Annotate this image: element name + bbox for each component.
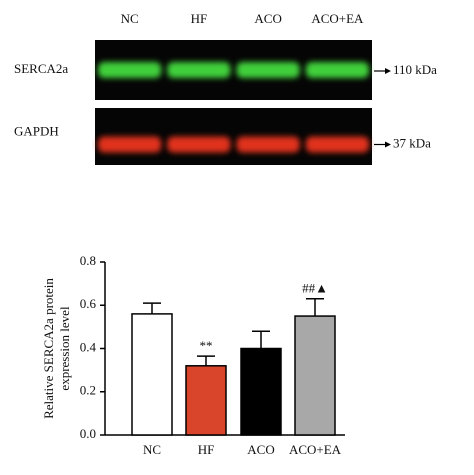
error-bar xyxy=(306,298,324,317)
significance-label: ** xyxy=(200,338,213,353)
significance-label: ##▲ xyxy=(302,281,328,296)
band xyxy=(236,136,300,153)
band xyxy=(305,62,369,78)
lane-label: HF xyxy=(191,11,208,26)
error-bar xyxy=(143,302,161,314)
lane-label: ACO+EA xyxy=(311,11,364,26)
y-tick-label: 0.8 xyxy=(80,253,96,268)
error-bar xyxy=(197,355,215,366)
y-tick-label: 0.0 xyxy=(80,426,96,441)
size-label: 37 kDa xyxy=(393,135,431,150)
x-tick-label: ACO+EA xyxy=(289,442,342,457)
x-tick-label: ACO xyxy=(247,442,274,457)
y-axis-label: expression level xyxy=(57,306,72,391)
x-tick-label: HF xyxy=(198,442,215,457)
row-label: GAPDH xyxy=(14,123,59,138)
arrow-head xyxy=(385,68,391,74)
y-tick-label: 0.2 xyxy=(80,383,96,398)
y-tick-label: 0.6 xyxy=(80,296,97,311)
bar xyxy=(240,347,282,436)
band xyxy=(98,62,162,78)
band xyxy=(98,136,162,153)
bar xyxy=(131,313,173,436)
y-tick-label: 0.4 xyxy=(80,339,97,354)
band xyxy=(305,136,369,153)
x-tick-label: NC xyxy=(143,442,161,457)
size-label: 110 kDa xyxy=(393,62,437,77)
arrow-head xyxy=(385,141,391,148)
lane-label: NC xyxy=(121,11,139,26)
error-bar xyxy=(252,330,270,349)
bar xyxy=(294,315,336,436)
band xyxy=(167,62,231,78)
row-label: SERCA2a xyxy=(14,61,68,76)
lane-label: ACO xyxy=(254,11,281,26)
bar xyxy=(185,365,227,436)
y-axis-label: Relative SERCA2a protein xyxy=(41,278,56,419)
band xyxy=(167,136,231,153)
band xyxy=(236,62,300,78)
